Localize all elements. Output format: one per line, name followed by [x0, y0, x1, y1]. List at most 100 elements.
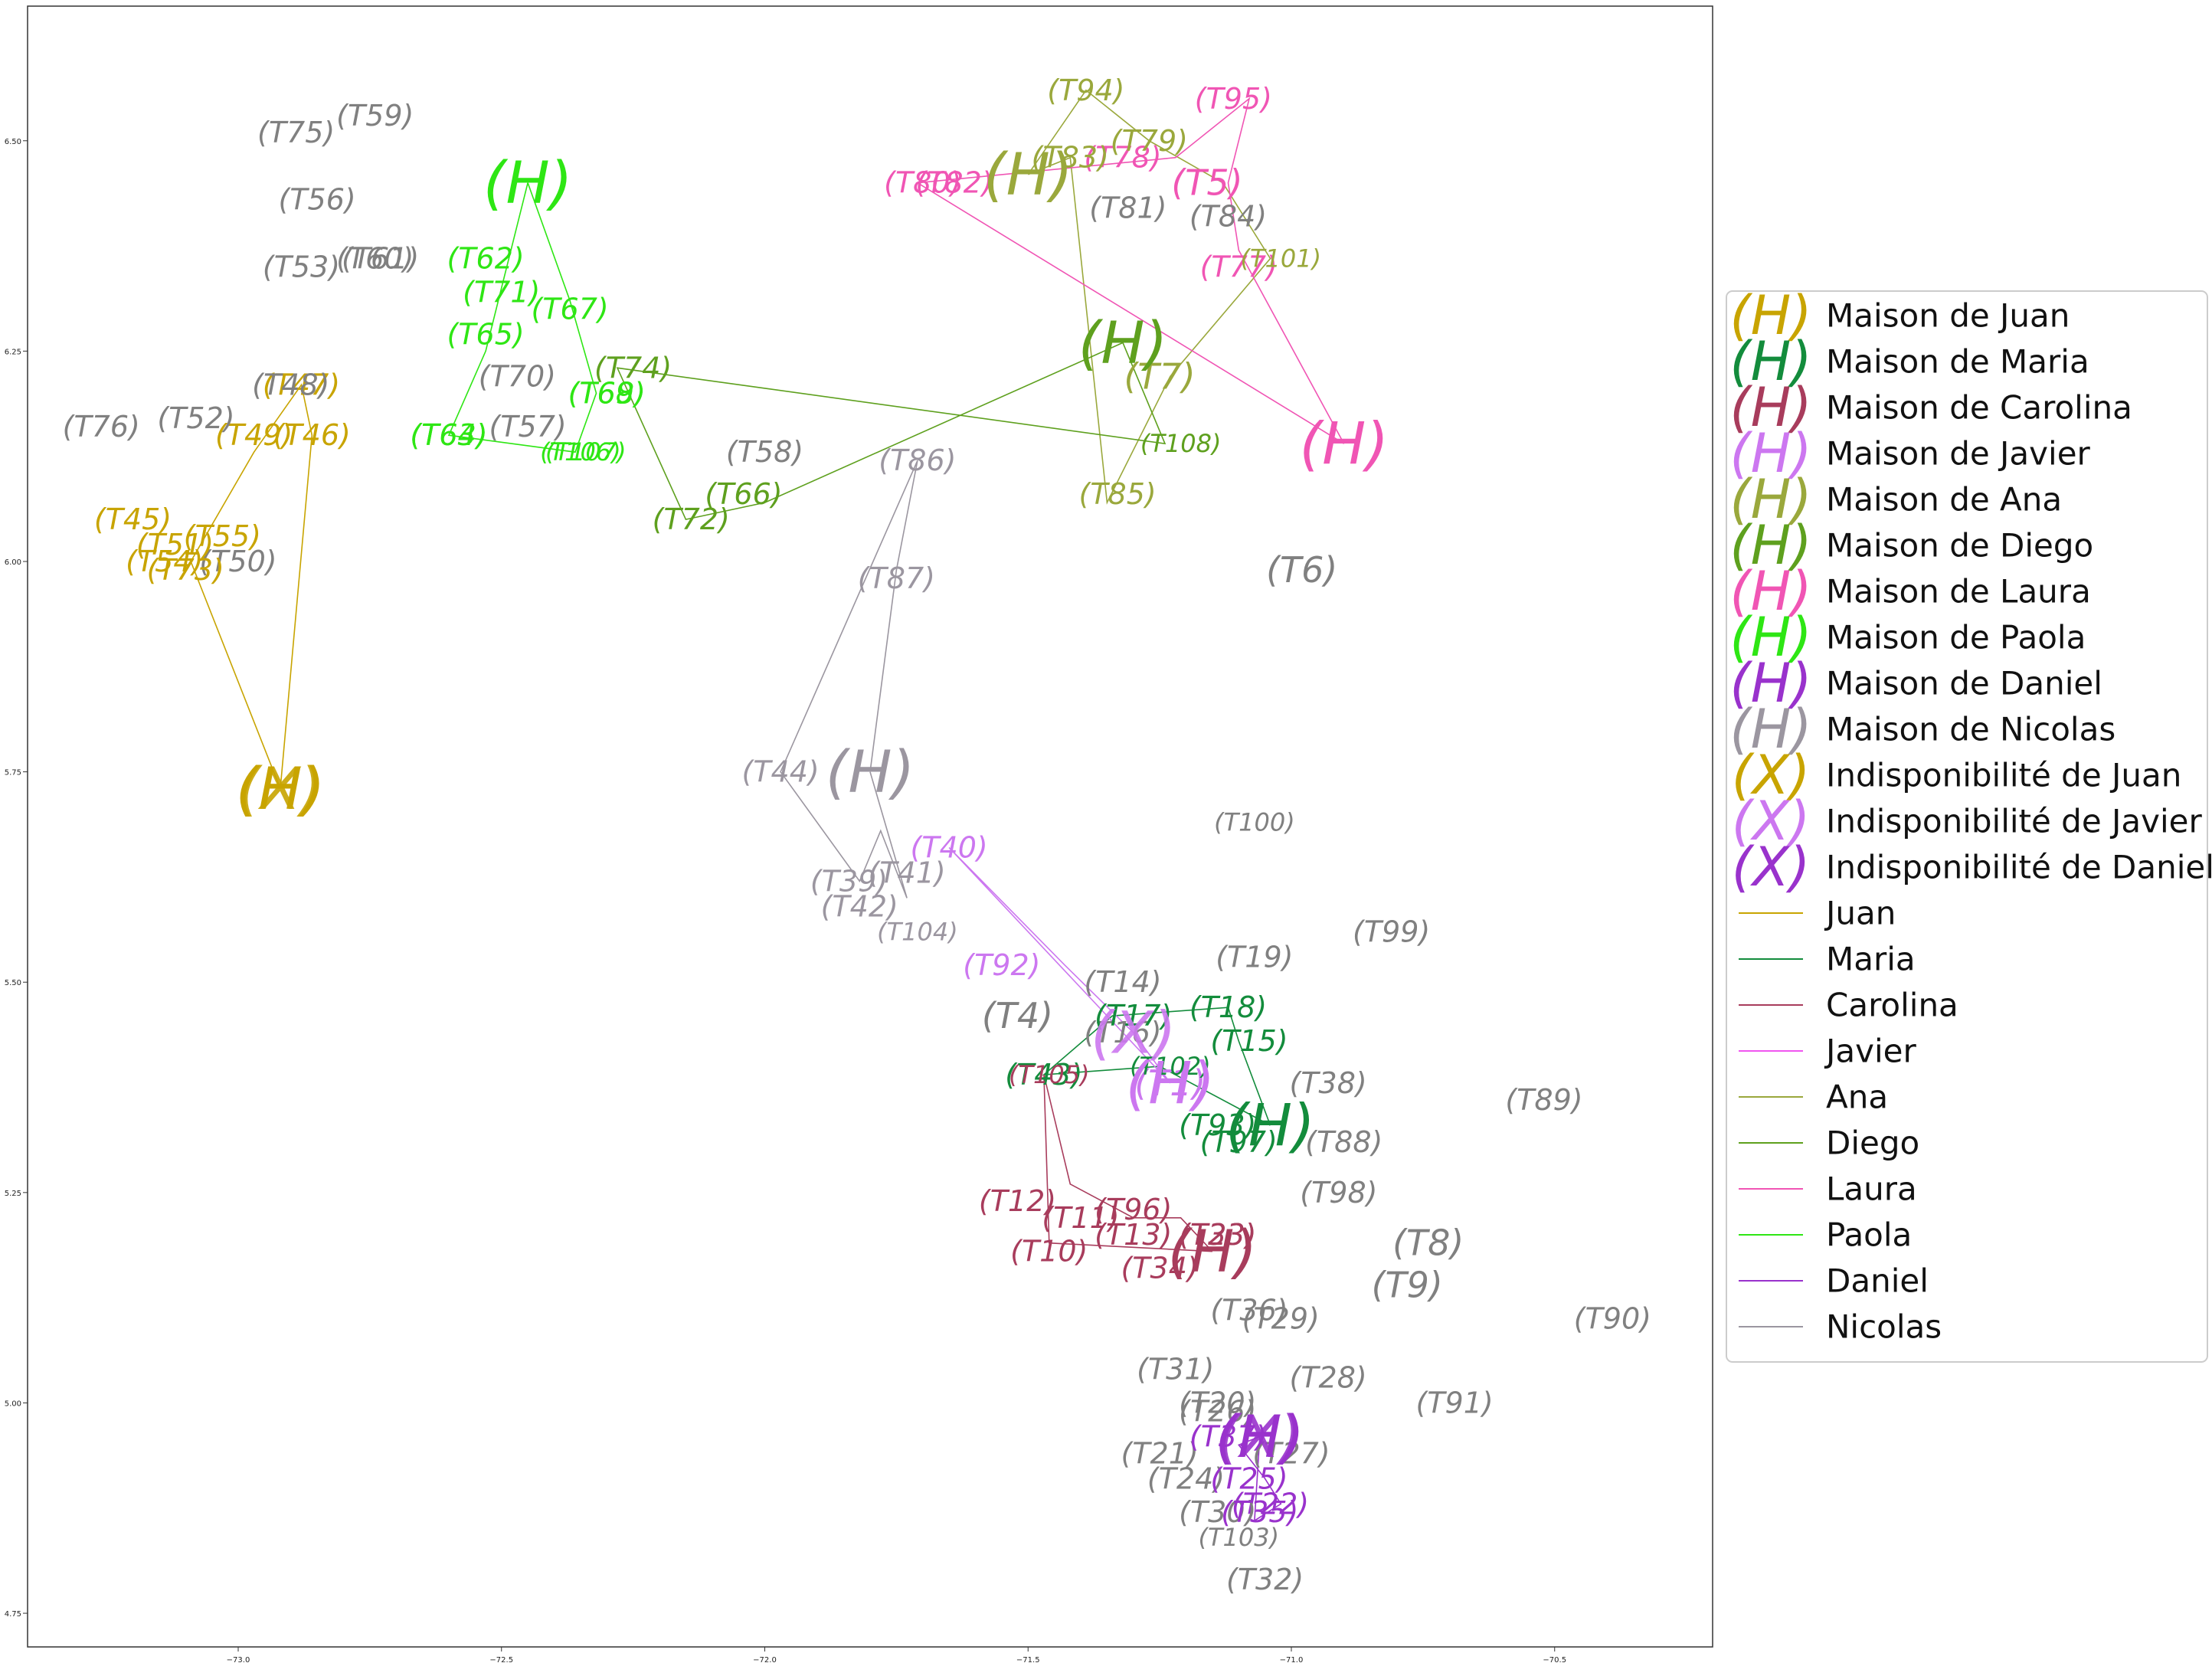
legend-entry-label: Diego: [1826, 1124, 1919, 1162]
task-label: (T28): [1290, 1360, 1367, 1394]
x-tick-label: −71.0: [1280, 1656, 1304, 1663]
home-marker-carolina: (H): [1168, 1217, 1257, 1285]
y-tick-label: 6.25: [5, 348, 21, 356]
task-label: (T86): [879, 444, 956, 477]
task-label: (T73): [147, 553, 224, 587]
task-label: (T38): [1290, 1066, 1367, 1100]
home-marker-maria: (H): [1225, 1091, 1314, 1159]
home-marker-paola: (H): [483, 149, 572, 217]
task-label: (T90): [1574, 1302, 1651, 1336]
legend-entry-label: Maison de Laura: [1826, 573, 2091, 611]
task-label: (T20): [1179, 1386, 1256, 1419]
route-maria: [1042, 1007, 1271, 1126]
task-label: (T55): [184, 519, 261, 553]
legend-marker: (H): [1729, 376, 1811, 439]
task-label: (T67): [532, 292, 609, 326]
legend-entry-label: Javier: [1824, 1033, 1916, 1070]
routes-layer: [190, 89, 1345, 1522]
legend-entry-label: Maria: [1826, 941, 1916, 978]
home-marker-laura: (H): [1300, 410, 1389, 478]
home-marker-javier: (H): [1126, 1049, 1215, 1118]
legend-entry-label: Ana: [1826, 1079, 1888, 1116]
task-label: (T71): [463, 275, 540, 309]
task-label: (T108): [1140, 429, 1222, 458]
y-tick-label: 5.25: [5, 1190, 21, 1198]
task-label: (T104): [877, 917, 958, 946]
y-tick-label: 4.75: [5, 1610, 21, 1619]
home-marker-daniel: (H): [1216, 1403, 1304, 1471]
x-tick-label: −72.5: [489, 1656, 513, 1663]
task-label: (T50): [199, 545, 276, 578]
task-label: (T102): [1130, 1052, 1211, 1081]
legend-frame: [1726, 290, 2208, 1363]
task-label: (T70): [479, 359, 556, 393]
legend-marker: (H): [1729, 330, 1811, 393]
legend-marker: (X): [1732, 790, 1811, 853]
task-label: (T85): [1079, 477, 1157, 511]
task-label: (T23): [1179, 1218, 1256, 1252]
task-label: (T39): [810, 864, 888, 898]
legend-entry-label: Juan: [1824, 895, 1896, 932]
route-carolina: [1043, 1074, 1213, 1252]
route-laura: [915, 97, 1345, 444]
legend-entry-label: Carolina: [1826, 987, 1958, 1024]
task-label: (T30): [1179, 1495, 1256, 1529]
task-label: (T1): [1134, 1062, 1206, 1104]
task-label: (T106): [540, 437, 621, 466]
legend-marker: (H): [1729, 422, 1811, 485]
task-label: (T87): [858, 561, 935, 595]
task-label: (T33): [1179, 1218, 1256, 1252]
task-label: (T5): [1171, 162, 1242, 204]
task-label: (T82): [915, 166, 993, 200]
task-label: (T26): [1179, 1394, 1256, 1428]
task-label: (T8): [1392, 1223, 1464, 1264]
legend-entry-label: Indisponibilité de Javier: [1826, 803, 2203, 840]
task-label: (T37): [1189, 1419, 1267, 1453]
task-label: (T34): [1121, 1252, 1199, 1285]
task-label: (T42): [821, 889, 898, 923]
task-label: (T4): [982, 995, 1053, 1036]
task-label: (T7): [1124, 355, 1195, 397]
legend-entry-label: Laura: [1826, 1170, 1917, 1208]
route-juan: [190, 383, 313, 789]
task-label: (T36): [1210, 1294, 1288, 1327]
plot-frame: [27, 5, 1713, 1648]
task-label: (T91): [1416, 1386, 1494, 1419]
task-label: (T97): [1200, 1125, 1278, 1159]
legend-entry-label: Paola: [1826, 1216, 1912, 1254]
home-marker-ana: (H): [983, 140, 1072, 208]
legend-entry-label: Maison de Diego: [1826, 527, 2093, 565]
task-label: (T56): [279, 183, 356, 217]
home-marker-diego: (H): [1078, 309, 1167, 377]
legend-entry-label: Maison de Daniel: [1826, 665, 2102, 702]
route-nicolas: [780, 460, 918, 899]
task-label: (T29): [1242, 1302, 1320, 1336]
legend-marker: (H): [1729, 284, 1811, 347]
task-label: (T11): [1042, 1201, 1119, 1235]
task-label: (T25): [1210, 1462, 1288, 1495]
unavailability-marker-juan: (X): [237, 755, 322, 823]
home-marker-juan: (H): [236, 755, 325, 823]
home-marker-nicolas: (H): [826, 738, 915, 806]
task-label: (T92): [963, 948, 1040, 982]
task-label: (T88): [1305, 1125, 1382, 1159]
task-label: (T35): [1221, 1495, 1298, 1529]
task-label: (T98): [1300, 1176, 1377, 1210]
task-label: (T78): [1084, 141, 1161, 175]
task-label: (T62): [447, 242, 525, 276]
legend-entry-label: Maison de Carolina: [1826, 389, 2132, 427]
x-tick-label: −71.5: [1016, 1656, 1040, 1663]
task-label: (T18): [1189, 990, 1267, 1024]
task-label: (T101): [1240, 244, 1321, 273]
legend-marker: (X): [1732, 744, 1811, 807]
legend-marker: (H): [1729, 606, 1811, 669]
task-label: (T16): [1084, 1016, 1161, 1049]
task-label: (T19): [1216, 940, 1293, 974]
task-label: (T14): [1084, 965, 1161, 999]
task-label: (T52): [157, 401, 234, 435]
task-label: (T40): [911, 830, 988, 864]
legend-entry-label: Nicolas: [1826, 1308, 1942, 1346]
task-label: (T51): [136, 528, 214, 561]
route-paola: [447, 182, 597, 453]
